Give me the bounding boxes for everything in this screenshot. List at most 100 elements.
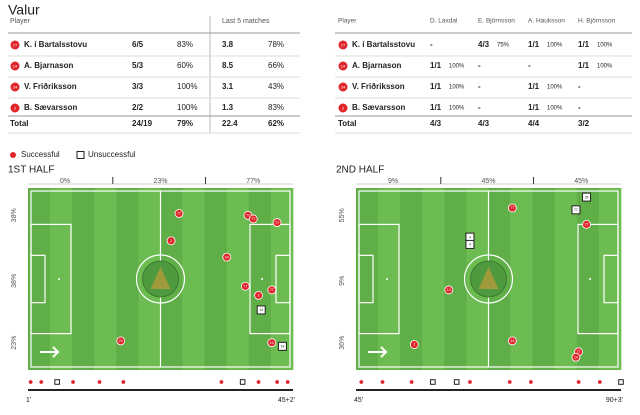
cross-success — [116, 336, 126, 346]
badge-number: 24 — [13, 85, 18, 90]
timeline-success — [285, 379, 291, 385]
cell: 100% — [547, 85, 563, 91]
cross-number: 77 — [577, 350, 581, 354]
timeline-success — [467, 379, 473, 385]
pitch-stripe — [72, 188, 95, 370]
cross-number: 2 — [413, 343, 415, 347]
total-cell: 22.4 — [222, 119, 238, 128]
cell: 1/1 — [578, 40, 590, 49]
cross-success — [254, 290, 263, 300]
timeline-success — [507, 379, 513, 385]
cell: - — [578, 103, 581, 112]
cross-number: 77 — [246, 214, 250, 218]
cross-number: 14 — [447, 288, 451, 292]
cross-number: 77 — [270, 288, 274, 292]
half-title: 2ND HALF — [336, 165, 384, 176]
zone-pct: 0% — [60, 178, 70, 185]
cross-fail — [571, 205, 581, 215]
header: A. Hauksson — [528, 18, 565, 25]
penalty-spot — [386, 278, 388, 280]
timeline-axis — [356, 389, 621, 391]
cross-success — [507, 336, 517, 346]
half-title: 1ST HALF — [8, 165, 55, 176]
cell: 1/1 — [578, 61, 590, 70]
cell: 100% — [547, 106, 563, 112]
goal-area — [603, 254, 619, 304]
header: Last 5 matches — [222, 18, 270, 25]
cell: 75% — [497, 43, 510, 49]
cross-number: 14 — [574, 355, 578, 359]
cell: 3.1 — [222, 82, 234, 91]
timeline-success — [218, 379, 225, 385]
badge-number: 24 — [341, 85, 346, 90]
pitch-stripe — [270, 188, 294, 370]
player: B. Sævarsson — [352, 103, 405, 112]
cross-fail — [465, 239, 475, 249]
total-cell: 4/4 — [528, 119, 540, 128]
penalty-spot — [261, 278, 263, 280]
cell: 2/2 — [132, 103, 144, 112]
header: D. Laxdal — [430, 18, 458, 25]
pitch-stripe — [248, 188, 272, 370]
cross-number: 24 — [119, 339, 123, 343]
cross-number: 24 — [225, 255, 229, 259]
cell: 100% — [449, 85, 465, 91]
cross-success — [174, 209, 184, 218]
time-start: 1' — [26, 397, 31, 404]
cell: 1/1 — [528, 82, 540, 91]
cross-fail — [277, 341, 287, 351]
cross-success — [222, 252, 232, 262]
cell: 5/3 — [132, 61, 144, 70]
cell: 100% — [547, 43, 563, 49]
header: E. Björnsson — [478, 18, 515, 25]
pitch-stripe — [226, 188, 250, 370]
total-cell: 4/3 — [430, 119, 442, 128]
cell: 4/3 — [478, 40, 490, 49]
penalty-spot — [589, 278, 591, 280]
goal-area — [358, 254, 374, 304]
cross-number: 77 — [275, 221, 279, 225]
side-pct: 38% — [11, 274, 18, 288]
header: H. Björnsson — [578, 18, 616, 25]
badge-number: 2 — [342, 106, 345, 111]
pitch-stripe — [182, 188, 205, 370]
cell: 1/1 — [528, 103, 540, 112]
cross-success — [582, 219, 591, 229]
timeline-success — [528, 379, 534, 385]
cross-success — [571, 352, 581, 362]
logo-shape — [478, 267, 499, 289]
cross-success — [267, 338, 277, 348]
player: A. Bjarnason — [24, 61, 73, 70]
timeline-fail — [430, 379, 436, 385]
badge — [338, 103, 348, 113]
cell: 3.8 — [222, 40, 234, 49]
timeline-success — [120, 379, 127, 385]
cross-number: 77 — [251, 217, 255, 221]
cell: 78% — [268, 40, 284, 49]
pitch-stripe — [532, 188, 556, 370]
player: K. í Bartalsstovu — [352, 40, 415, 49]
direction-arrow — [368, 346, 388, 358]
total-cell: 62% — [268, 119, 284, 128]
penalty-spot — [58, 278, 60, 280]
total-cell: 24/19 — [132, 119, 153, 128]
pitch-stripe — [94, 188, 117, 370]
player: A. Bjarnason — [352, 61, 401, 70]
cell: 3/3 — [132, 82, 144, 91]
cross-success — [507, 203, 517, 213]
badge-number: 14 — [13, 64, 18, 69]
cell: - — [528, 61, 531, 70]
time-end: 45+2' — [278, 397, 295, 404]
timeline-axis — [28, 389, 293, 391]
cell: - — [578, 82, 581, 91]
cross-success — [272, 218, 282, 227]
zone-pct: 45% — [574, 178, 588, 185]
legend-label: Successful — [21, 150, 60, 159]
cell: 83% — [268, 103, 284, 112]
cell: 100% — [449, 106, 465, 112]
time-end: 90+3' — [606, 397, 623, 404]
pitch-stripe — [378, 188, 401, 370]
cell: - — [478, 61, 481, 70]
zone-pct: 77% — [246, 178, 260, 185]
